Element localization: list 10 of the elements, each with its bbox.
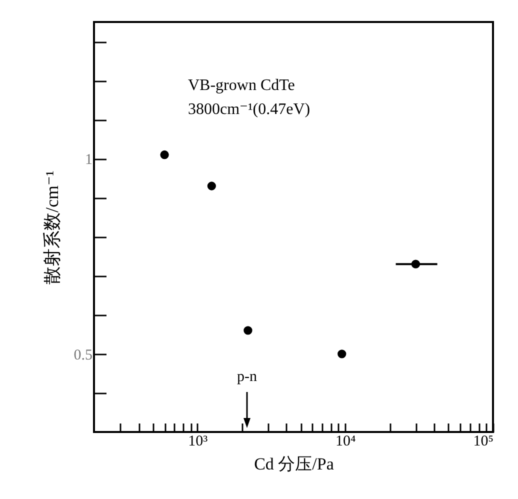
annotation: VB-grown CdTe xyxy=(188,77,295,94)
y-tick-label: 0.5 xyxy=(74,347,92,364)
annotation: 3800cm⁻¹(0.47eV) xyxy=(188,101,310,118)
x-tick-label: 10⁵ xyxy=(473,434,494,450)
y-axis-title: 散射系数/cm⁻¹ xyxy=(42,170,62,284)
y-tick-label: 1 xyxy=(85,152,92,168)
x-tick-label: 10⁴ xyxy=(336,434,356,450)
annotation: p-n xyxy=(237,369,258,385)
x-tick-label: 10³ xyxy=(188,434,208,450)
x-axis-title: Cd 分压/Pa xyxy=(254,454,334,474)
